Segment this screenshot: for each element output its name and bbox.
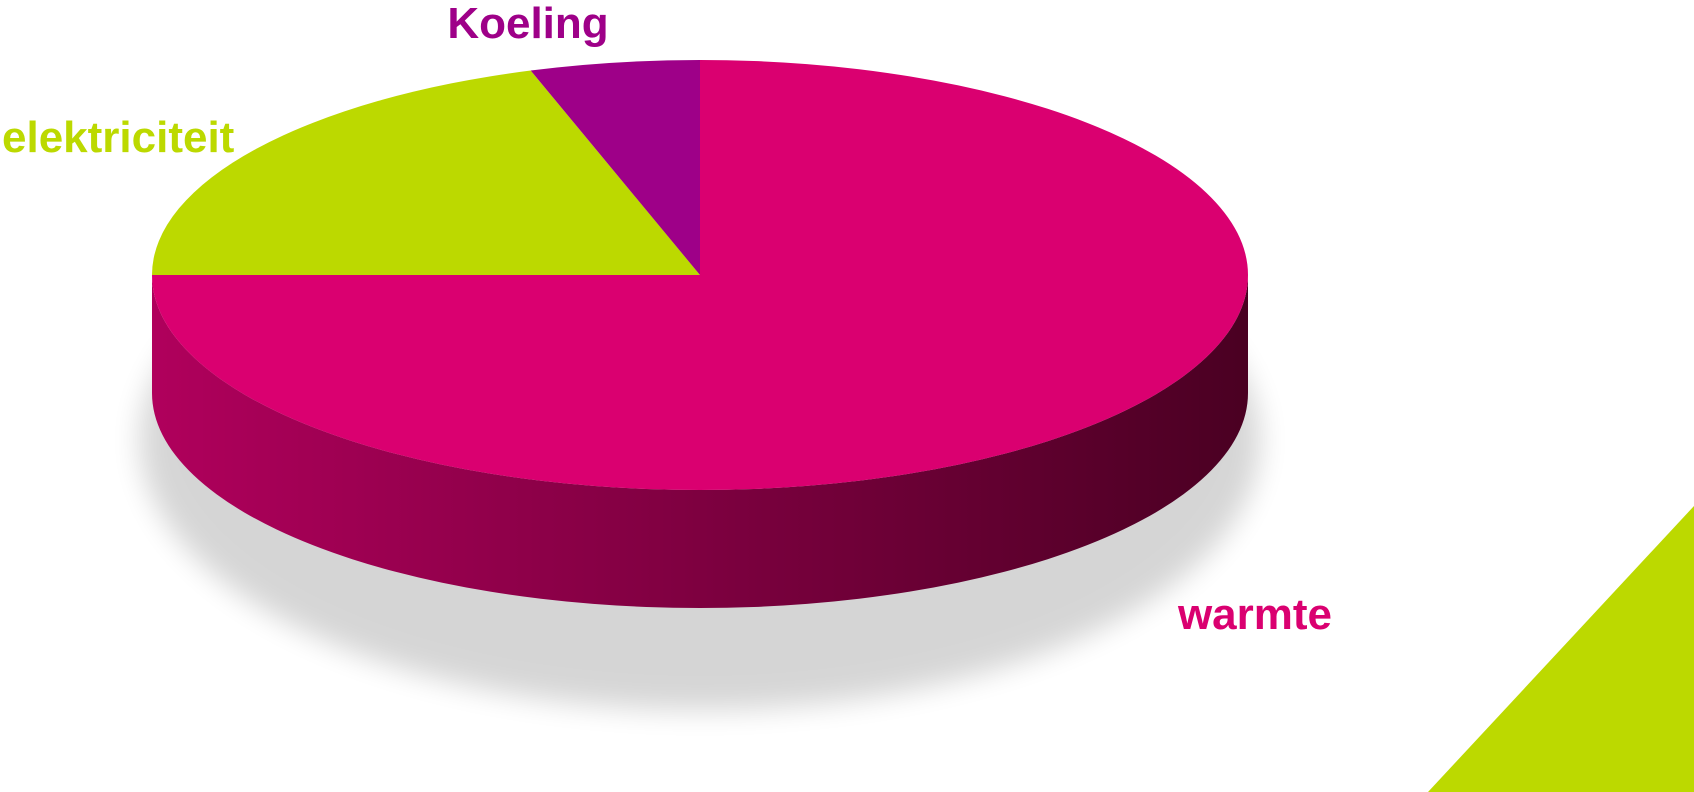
slice-koeling: [530, 60, 700, 275]
slice-label-warmte: warmte: [1177, 590, 1332, 639]
slice-label-elektriciteit: elektriciteit: [2, 113, 235, 162]
pie-side-wall: [152, 275, 1248, 608]
slice-label-koeling: Koeling: [447, 0, 608, 48]
slice-elektriciteit: [152, 70, 700, 276]
corner-decoration-triangle: [1428, 506, 1694, 792]
